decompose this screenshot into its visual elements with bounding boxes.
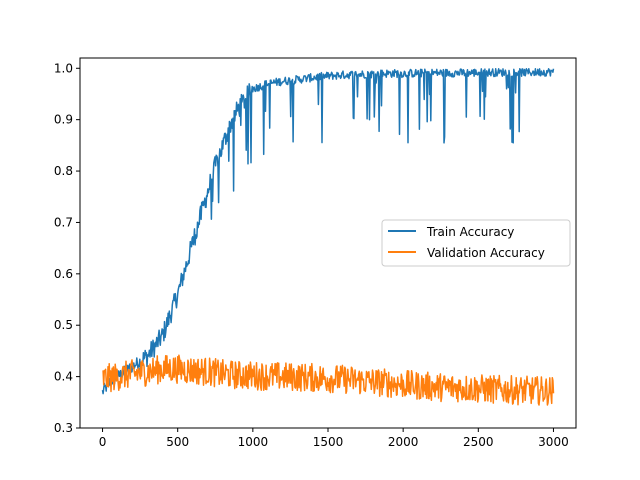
x-tick-label: 1500 bbox=[313, 435, 344, 449]
x-tick-label: 2000 bbox=[388, 435, 419, 449]
x-tick-label: 1000 bbox=[238, 435, 269, 449]
y-tick-label: 1.0 bbox=[54, 61, 73, 75]
y-tick-label: 0.7 bbox=[54, 215, 73, 229]
y-tick-label: 0.3 bbox=[54, 421, 73, 435]
x-axis: 0 500 1000 1500 2000 2500 3000 bbox=[99, 428, 569, 449]
x-tick-label: 0 bbox=[99, 435, 107, 449]
x-tick-label: 2500 bbox=[463, 435, 494, 449]
y-tick-label: 0.6 bbox=[54, 267, 73, 281]
y-tick-label: 0.9 bbox=[54, 113, 73, 127]
series-layer bbox=[101, 68, 555, 406]
x-tick-label: 3000 bbox=[538, 435, 569, 449]
x-tick-label: 500 bbox=[166, 435, 189, 449]
y-axis: 0.3 0.4 0.5 0.6 0.7 0.8 0.9 1.0 bbox=[54, 61, 80, 435]
train-accuracy-line bbox=[101, 68, 555, 395]
legend-box bbox=[381, 219, 571, 267]
y-tick-label: 0.5 bbox=[54, 318, 73, 332]
legend-label-validation: Validation Accuracy bbox=[427, 246, 545, 260]
legend: Train Accuracy Validation Accuracy bbox=[381, 219, 571, 267]
y-tick-label: 0.8 bbox=[54, 164, 73, 178]
validation-accuracy-line bbox=[102, 354, 555, 406]
y-tick-label: 0.4 bbox=[54, 370, 73, 384]
legend-label-train: Train Accuracy bbox=[426, 225, 514, 239]
